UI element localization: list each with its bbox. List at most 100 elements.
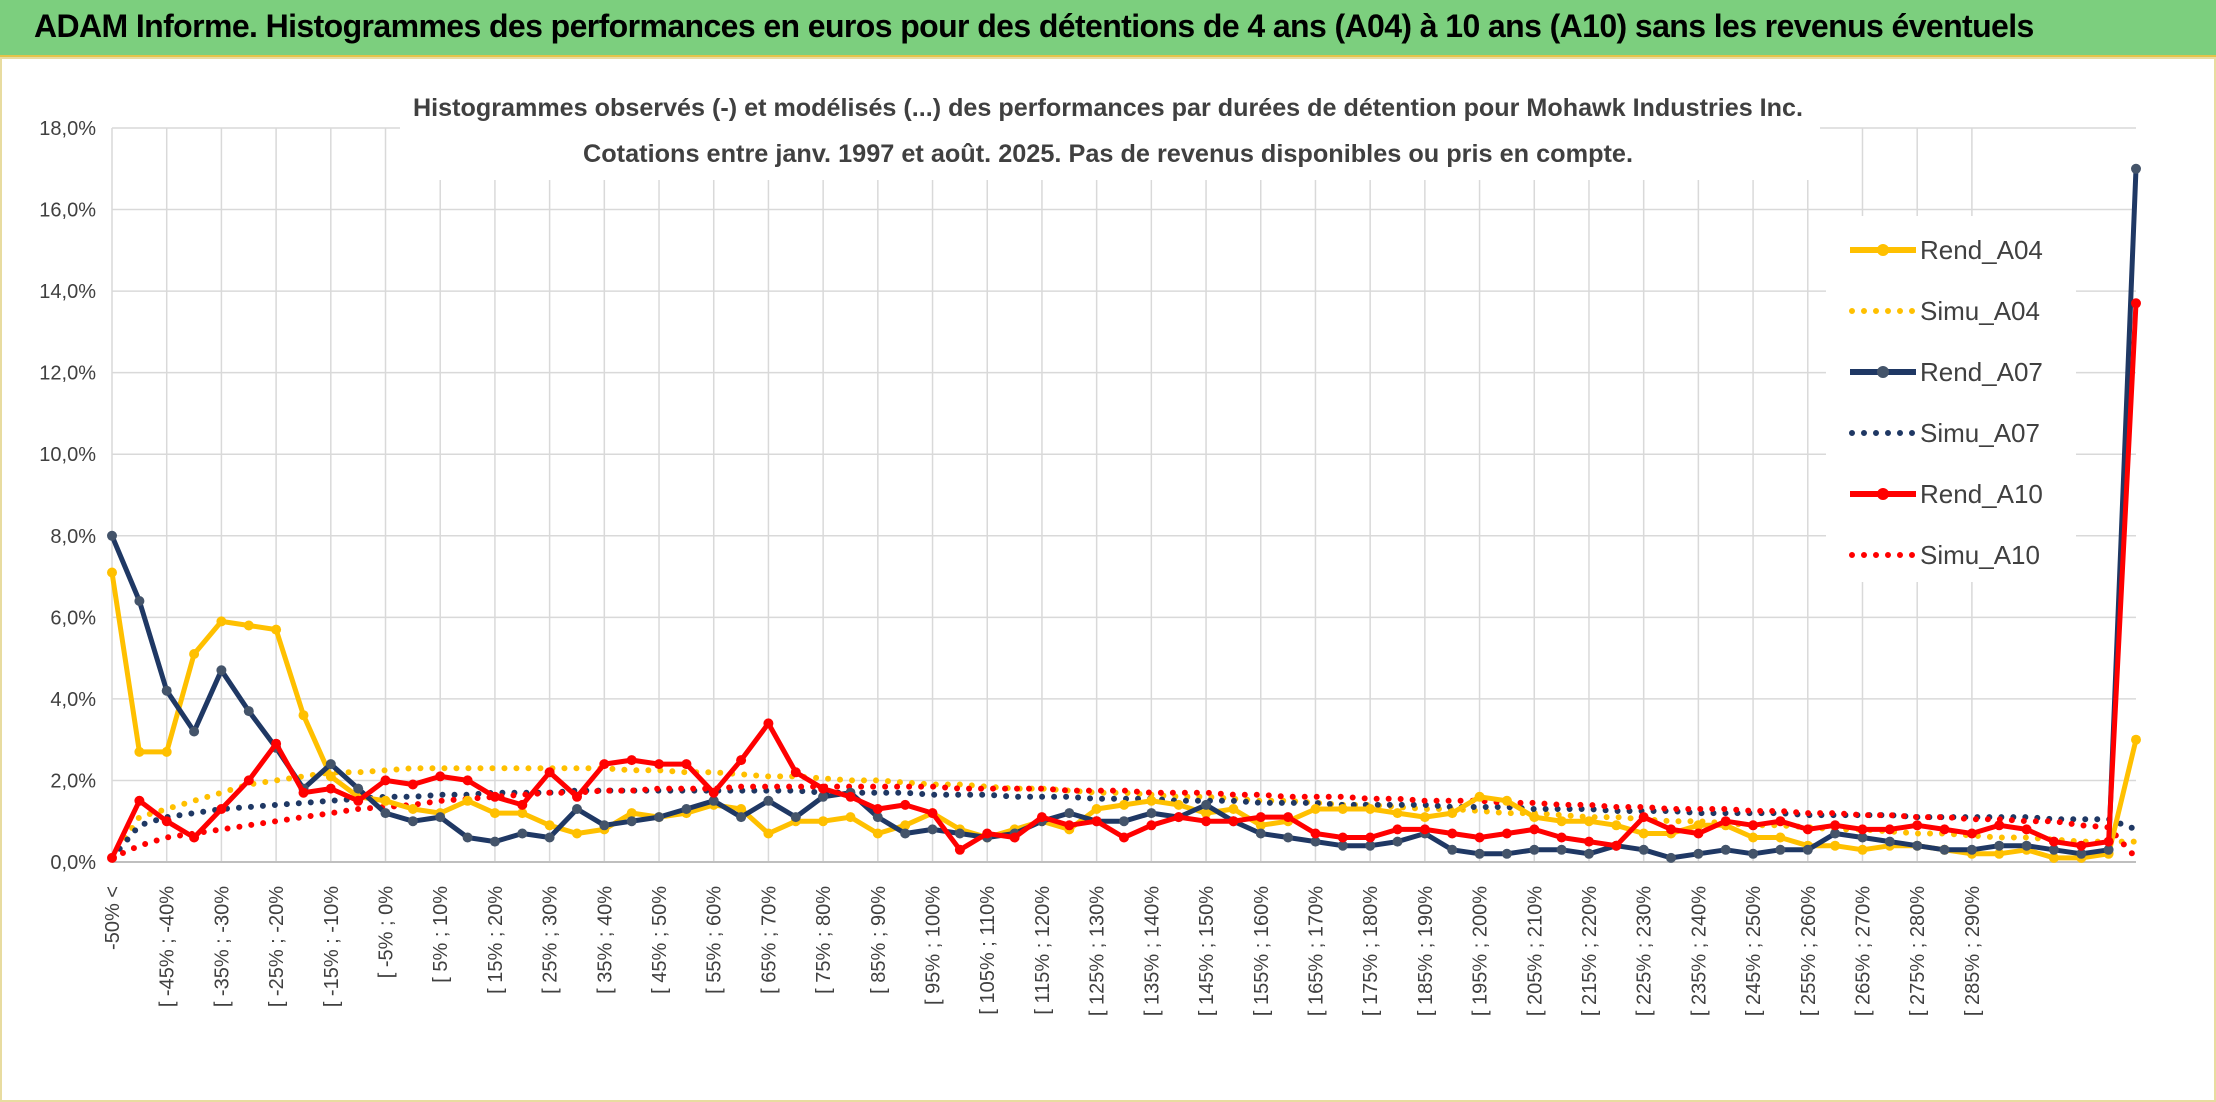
gridlines [111,127,2136,863]
legend-marker [1877,488,1889,500]
data-point [1966,844,1977,855]
data-point [1830,828,1841,839]
data-point [1173,812,1184,823]
data-point [1283,812,1294,823]
data-point [845,791,856,802]
data-point [2048,844,2059,855]
data-point [1201,799,1212,810]
x-tick-label: [ 15% ; 20% [485,886,507,994]
report-banner: ADAM Informe. Histogrammes des performan… [0,0,2216,57]
data-point [954,828,965,839]
data-point [544,820,555,831]
data-point [1447,828,1458,839]
data-point [1447,844,1458,855]
series-line [109,787,2139,861]
data-point [2131,163,2141,174]
data-point [763,718,774,729]
data-point [107,852,117,863]
data-point [599,759,610,770]
data-point [407,779,418,790]
data-point [736,812,747,823]
x-tick-label: [ 75% ; 80% [813,886,835,994]
data-point [1119,832,1129,843]
data-point [1830,820,1841,831]
y-tick-label: 2,0% [50,770,96,792]
data-point [900,828,911,839]
data-point [1830,840,1841,851]
data-point [1857,832,1868,843]
data-point [407,804,418,814]
x-tick-label: [ 275% ; 280% [1907,886,1929,1016]
data-point [763,795,774,806]
data-point [1119,799,1129,810]
data-point [1939,824,1950,835]
data-point [189,726,200,737]
data-point [1337,804,1348,814]
legend-item: Rend_A10 [1850,479,2043,509]
data-point [1146,808,1157,819]
data-point [1064,820,1075,831]
y-tick-label: 4,0% [50,689,96,711]
data-point [2021,840,2032,851]
x-tick-label: [ -15% ; -10% [321,886,343,1007]
data-point [1912,840,1923,851]
data-point [1939,844,1950,855]
data-point [790,812,801,823]
data-point [1884,836,1895,847]
data-point [1255,820,1266,831]
data-point [1529,844,1540,855]
data-point [243,706,254,717]
data-point [2048,852,2059,863]
x-tick-label: [ 215% ; 220% [1579,886,1601,1016]
data-point [243,620,254,631]
data-point [517,808,528,819]
x-tick-label: [ 205% ; 210% [1524,886,1546,1016]
data-point [982,828,993,839]
data-point [1201,816,1212,827]
data-point [1447,808,1458,819]
legend: Rend_A04 Simu_A04 Rend_A07 Simu_A07 Rend_A10… [1826,216,2076,582]
data-point [1994,820,2005,831]
x-tick-label: [ 45% ; 50% [649,886,671,994]
x-tick-label: [ 195% ; 200% [1470,886,1492,1016]
data-point [1693,848,1704,859]
x-tick-label: [ 25% ; 30% [540,886,562,994]
x-tick-label: [ 185% ; 190% [1415,886,1437,1016]
y-tick-label: 18,0% [39,118,96,140]
data-point [298,710,309,721]
data-point [380,795,391,806]
x-tick-label: [ 265% ; 270% [1852,886,1874,1016]
data-point [107,530,117,541]
legend-label: Rend_A10 [1920,479,2043,509]
data-point [325,783,336,794]
chart-subtitle: Cotations entre janv. 1997 et août. 2025… [583,140,1633,168]
data-point [1994,840,2005,851]
data-point [544,832,555,843]
data-point [435,812,446,823]
data-point [1638,844,1649,855]
data-point [1337,832,1348,843]
data-point [572,791,582,802]
x-tick-label: [ 105% ; 110% [977,886,999,1015]
data-point [1584,836,1594,847]
x-tick-label: [ -35% ; -30% [211,886,233,1007]
data-point [1310,804,1321,814]
data-point [599,820,610,831]
series-rend-a04 [107,567,2141,863]
x-tick-label: [ 245% ; 250% [1743,886,1765,1016]
data-point [927,824,938,835]
data-point [1337,840,1348,851]
data-point [1009,832,1020,843]
data-point [818,816,829,827]
data-point [845,812,856,823]
data-point [544,767,555,778]
data-point [1857,844,1868,855]
data-point [1501,848,1512,859]
x-tick-label: [ 95% ; 100% [923,886,945,1005]
legend-marker [1877,244,1889,256]
y-tick-label: 0,0% [50,852,96,874]
chart-frame [0,57,2216,1102]
data-point [161,816,172,827]
data-point [1228,804,1239,814]
